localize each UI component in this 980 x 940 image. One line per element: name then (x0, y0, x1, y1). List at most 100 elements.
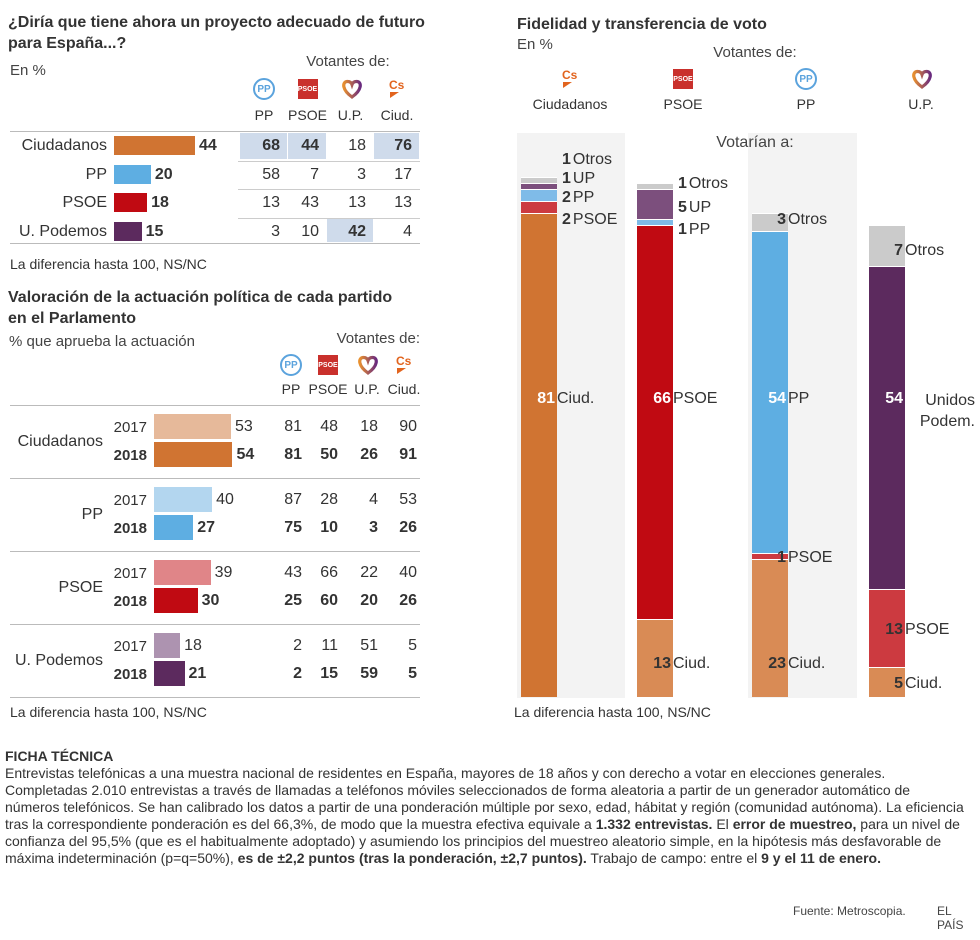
total-value: 44 (199, 137, 217, 154)
total-bar (114, 222, 142, 241)
year-label: 2018 (113, 593, 147, 610)
cell-value: 20 (360, 592, 378, 609)
ficha-bold: es de ±2,2 puntos (tras la ponderación, … (237, 850, 587, 866)
column-header: U.P. (354, 381, 380, 397)
row-divider (238, 161, 420, 162)
podemos-heart-icon (910, 68, 934, 90)
cell-value: 68 (262, 137, 280, 154)
stacked-segment (521, 212, 557, 697)
footer-divider (10, 243, 420, 244)
bar-2018 (154, 661, 185, 686)
year-label: 2017 (113, 565, 147, 582)
chart2-group-label: Votantes de: (336, 330, 420, 347)
segment-value: 5 (678, 199, 687, 216)
total-value: 15 (145, 223, 164, 240)
segment-name: Otros (905, 242, 945, 259)
series-header: Ciudadanos (532, 96, 608, 112)
segment-label: 13 Ciud. (631, 655, 751, 673)
total-value: 53 (235, 418, 253, 435)
row-label: Ciudadanos (21, 137, 107, 154)
segment-label: 54 Unidos Podem. (863, 390, 980, 432)
cell-value: 26 (360, 446, 378, 463)
total-value: 40 (216, 491, 234, 508)
segment-name: Otros (572, 151, 613, 168)
chart3-subtitle: En % (517, 36, 553, 53)
segment-name: Otros (788, 211, 828, 228)
group-divider (10, 478, 420, 479)
cell-value: 59 (360, 665, 378, 682)
series-header: PSOE (663, 96, 703, 112)
year-label: 2018 (113, 666, 147, 683)
row-label: PSOE (62, 194, 107, 211)
segment-value: 7 (894, 242, 903, 259)
header-divider (10, 405, 420, 406)
total-value: 20 (154, 166, 173, 183)
ficha-bold: error de muestreo, (732, 816, 857, 832)
cell-value: 13 (348, 194, 366, 211)
segment-value: 54 (885, 390, 903, 407)
segment-label: 1 PP (678, 221, 710, 239)
stacked-segment (869, 667, 905, 697)
stacked-segment (637, 188, 673, 219)
cell-value: 28 (320, 491, 338, 508)
year-label: 2018 (113, 447, 147, 464)
total-bar (114, 193, 148, 212)
bar-2017 (154, 560, 211, 585)
segment-label: 13 PSOE (863, 621, 980, 639)
segment-label: 1 Otros (678, 175, 728, 193)
total-value: 18 (151, 194, 169, 211)
segment-value: 5 (894, 675, 903, 692)
segment-label: 1 Otros (562, 151, 612, 169)
cell-value: 87 (284, 491, 302, 508)
segment-name: Ciud. (905, 675, 943, 692)
total-value: 27 (197, 519, 216, 536)
segment-label: 81 Ciud. (515, 390, 635, 408)
total-bar (114, 165, 151, 184)
ficha-body: Entrevistas telefónicas a una muestra na… (5, 765, 965, 867)
psoe-logo-icon: PSOE (673, 69, 693, 89)
bar-2018 (154, 442, 233, 467)
source-credit: Fuente: Metroscopia. (793, 904, 906, 918)
segment-value: 81 (537, 390, 555, 407)
cell-value: 43 (301, 194, 319, 211)
cell-value: 3 (369, 519, 378, 536)
chart2-subtitle: % que aprueba la actuación (9, 333, 195, 350)
segment-label: 66 PSOE (631, 390, 751, 408)
cell-value: 40 (399, 564, 417, 581)
highlight-cell (327, 219, 373, 242)
bar-2018 (154, 515, 194, 540)
stacked-segment (869, 224, 905, 267)
ciudadanos-logo-icon: Cs (386, 78, 408, 100)
cell-value: 90 (399, 418, 417, 435)
podemos-heart-icon (340, 78, 364, 100)
bar-2017 (154, 633, 181, 658)
segment-name: PP (788, 390, 810, 407)
cell-value: 7 (310, 166, 319, 183)
segment-name: Ciud. (788, 655, 826, 672)
total-value: 30 (201, 592, 220, 609)
year-label: 2017 (113, 638, 147, 655)
ficha-text: Entrevistas telefónicas a una muestra na… (5, 765, 964, 832)
chart3-title: Fidelidad y transferencia de voto (517, 16, 767, 33)
svg-text:Cs: Cs (396, 354, 412, 368)
segment-name: UP (572, 170, 596, 187)
segment-value: 1 (562, 151, 571, 168)
cell-value: 48 (320, 418, 338, 435)
bar-2017 (154, 414, 231, 439)
segment-name: PP (572, 189, 595, 206)
header-divider (10, 131, 420, 132)
segment-value: 1 (777, 549, 786, 566)
ficha-tecnica: FICHA TÉCNICA Entrevistas telefónicas a … (5, 748, 965, 867)
total-bar (114, 136, 195, 155)
stacked-segment (637, 218, 673, 225)
segment-name: PP (688, 221, 711, 238)
cell-value: 51 (360, 637, 378, 654)
highlight-cell (374, 133, 419, 159)
chart3-group-label: Votantes de: (713, 44, 797, 61)
cell-value: 91 (399, 446, 417, 463)
chart2-note: La diferencia hasta 100, NS/NC (10, 704, 207, 720)
cell-value: 75 (284, 519, 302, 536)
stacked-segment (521, 200, 557, 213)
year-label: 2017 (113, 419, 147, 436)
cell-value: 5 (408, 665, 417, 682)
